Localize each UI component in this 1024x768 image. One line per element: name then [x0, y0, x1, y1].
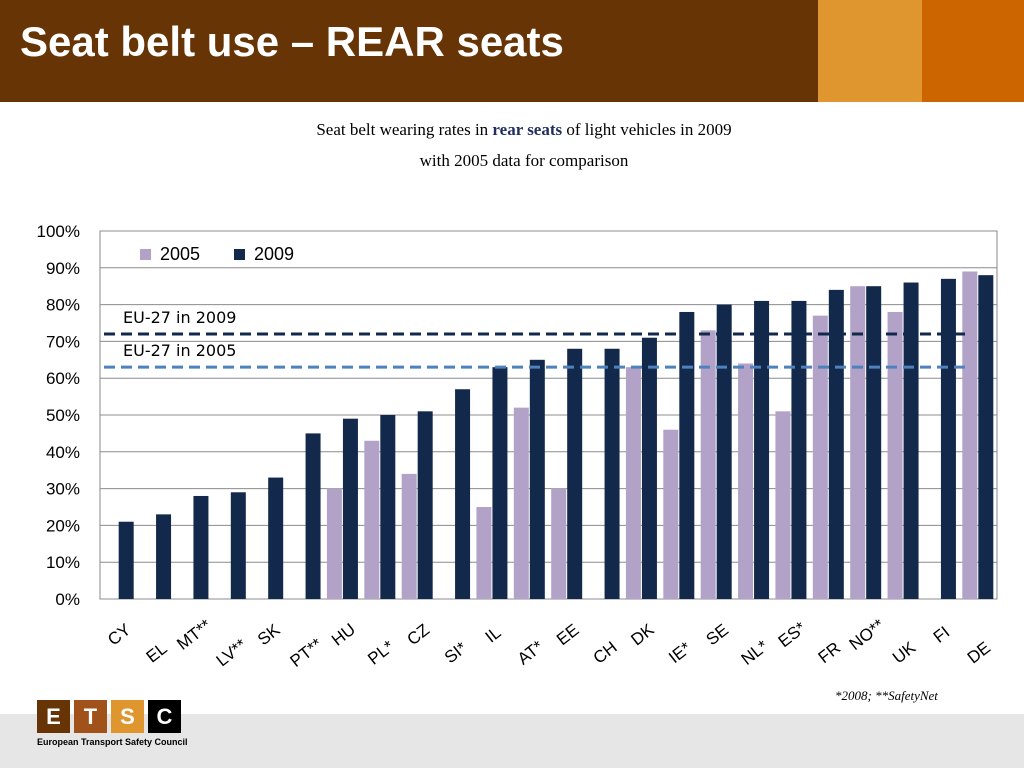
subtitle-post: of light vehicles in 2009 [562, 120, 732, 139]
bar-2009-ES [791, 300, 807, 599]
bar-2009-PL [380, 415, 396, 599]
y-tick-label: 0% [55, 590, 80, 609]
bar-2009-HU [342, 418, 358, 599]
y-tick-label: 40% [46, 443, 80, 462]
subtitle-pre: Seat belt wearing rates in [316, 120, 493, 139]
x-tick-label: FR [815, 638, 845, 667]
bar-2009-CH [604, 348, 620, 599]
x-tick-label: EE [553, 620, 583, 649]
bar-2005-PL [364, 440, 380, 599]
legend-swatch-2009 [234, 249, 245, 260]
x-tick-label: AT* [514, 637, 547, 669]
bar-2009-FR [828, 289, 844, 599]
page-title: Seat belt use – REAR seats [20, 18, 564, 65]
bar-2009-EE [567, 348, 583, 599]
logo-letter-e: E [37, 700, 70, 733]
bar-2009-PT [305, 433, 321, 599]
bar-2005-IE [663, 429, 679, 599]
x-tick-label: EL [143, 639, 171, 667]
bar-2009-DE [978, 275, 994, 599]
header-bar: Seat belt use – REAR seats [0, 0, 1024, 102]
logo-organization-name: European Transport Safety Council [37, 737, 188, 747]
x-tick-label: LV** [213, 635, 251, 670]
bar-2005-AT [513, 407, 529, 599]
bar-2005-NO [850, 286, 866, 599]
x-tick-label: HU [328, 620, 359, 650]
bar-2005-NL [738, 363, 754, 599]
bar-2009-SE [716, 304, 732, 599]
y-tick-label: 70% [46, 332, 80, 351]
chart-subtitle-line1: Seat belt wearing rates in rear seats of… [0, 120, 1024, 140]
subtitle-emphasis: rear seats [492, 120, 563, 139]
x-tick-label: CZ [404, 620, 434, 649]
x-tick-label: ES* [775, 618, 810, 651]
bar-2009-DK [641, 337, 657, 599]
x-tick-label: IE* [665, 638, 695, 667]
bar-2009-AT [529, 359, 545, 599]
bar-2005-DE [962, 271, 978, 599]
y-tick-label: 80% [46, 296, 80, 315]
bar-2009-IE [679, 311, 695, 599]
bar-2005-HU [326, 488, 342, 599]
x-tick-label: SE [703, 620, 733, 649]
bar-2005-EE [551, 488, 567, 599]
bar-2005-IL [476, 507, 492, 599]
bar-2005-SE [700, 330, 716, 599]
reference-line-label: EU-27 in 2005 [123, 341, 236, 360]
bar-2009-CY [118, 521, 134, 599]
logo-letter-c: C [148, 700, 181, 733]
y-tick-label: 30% [46, 480, 80, 499]
y-tick-label: 90% [46, 259, 80, 278]
x-tick-label: MT** [173, 615, 215, 653]
x-tick-label: CH [590, 638, 621, 668]
x-tick-label: UK [889, 638, 920, 668]
reference-line-label: EU-27 in 2009 [123, 308, 236, 327]
x-tick-label: DE [964, 638, 994, 668]
header-accent-block-dark [922, 0, 1024, 102]
bar-2009-UK [903, 282, 919, 599]
x-tick-label: DK [627, 620, 658, 650]
logo-letter-s: S [111, 700, 144, 733]
x-tick-label: FI [930, 623, 954, 647]
bar-2005-CZ [401, 473, 417, 599]
x-tick-label: SI* [441, 638, 471, 667]
y-tick-label: 50% [46, 406, 80, 425]
footnote: *2008; **SafetyNet [835, 688, 938, 703]
bar-2009-IL [492, 367, 508, 599]
bar-2009-EL [156, 514, 172, 599]
y-tick-label: 10% [46, 553, 80, 572]
bar-2009-SK [268, 477, 284, 599]
x-tick-label: PL* [364, 637, 398, 669]
bar-2009-LV [230, 492, 246, 599]
bar-2009-FI [940, 278, 956, 599]
chart-subtitle-line2: with 2005 data for comparison [419, 151, 629, 170]
bar-2009-NO [866, 286, 882, 599]
legend-swatch-2005 [140, 249, 151, 260]
bar-2005-ES [775, 411, 791, 599]
x-tick-label: IL [482, 623, 505, 647]
y-tick-label: 60% [46, 369, 80, 388]
x-tick-label: SK [254, 620, 284, 649]
bar-2005-UK [887, 311, 903, 599]
bar-2009-CZ [417, 411, 433, 599]
x-tick-label: NL* [738, 636, 772, 669]
bar-2005-DK [625, 367, 641, 599]
bar-2009-MT [193, 495, 209, 599]
bar-2009-SI [455, 389, 471, 599]
x-tick-label: PT** [287, 634, 327, 671]
logo-letter-t: T [74, 700, 107, 733]
y-tick-label: 100% [37, 222, 80, 241]
bar-2009-NL [754, 300, 770, 599]
header-accent-block-light [818, 0, 922, 102]
x-tick-label: CY [104, 620, 134, 650]
y-tick-label: 20% [46, 516, 80, 535]
bar-2005-FR [812, 315, 828, 599]
x-tick-label: NO** [846, 615, 889, 654]
legend-label-2009: 2009 [254, 244, 294, 264]
bar-chart: 0% 10% 20% 30% 40% 50% 60% 70% 80% 90% 100% CY EL MT*… [37, 222, 998, 671]
legend-label-2005: 2005 [160, 244, 200, 264]
